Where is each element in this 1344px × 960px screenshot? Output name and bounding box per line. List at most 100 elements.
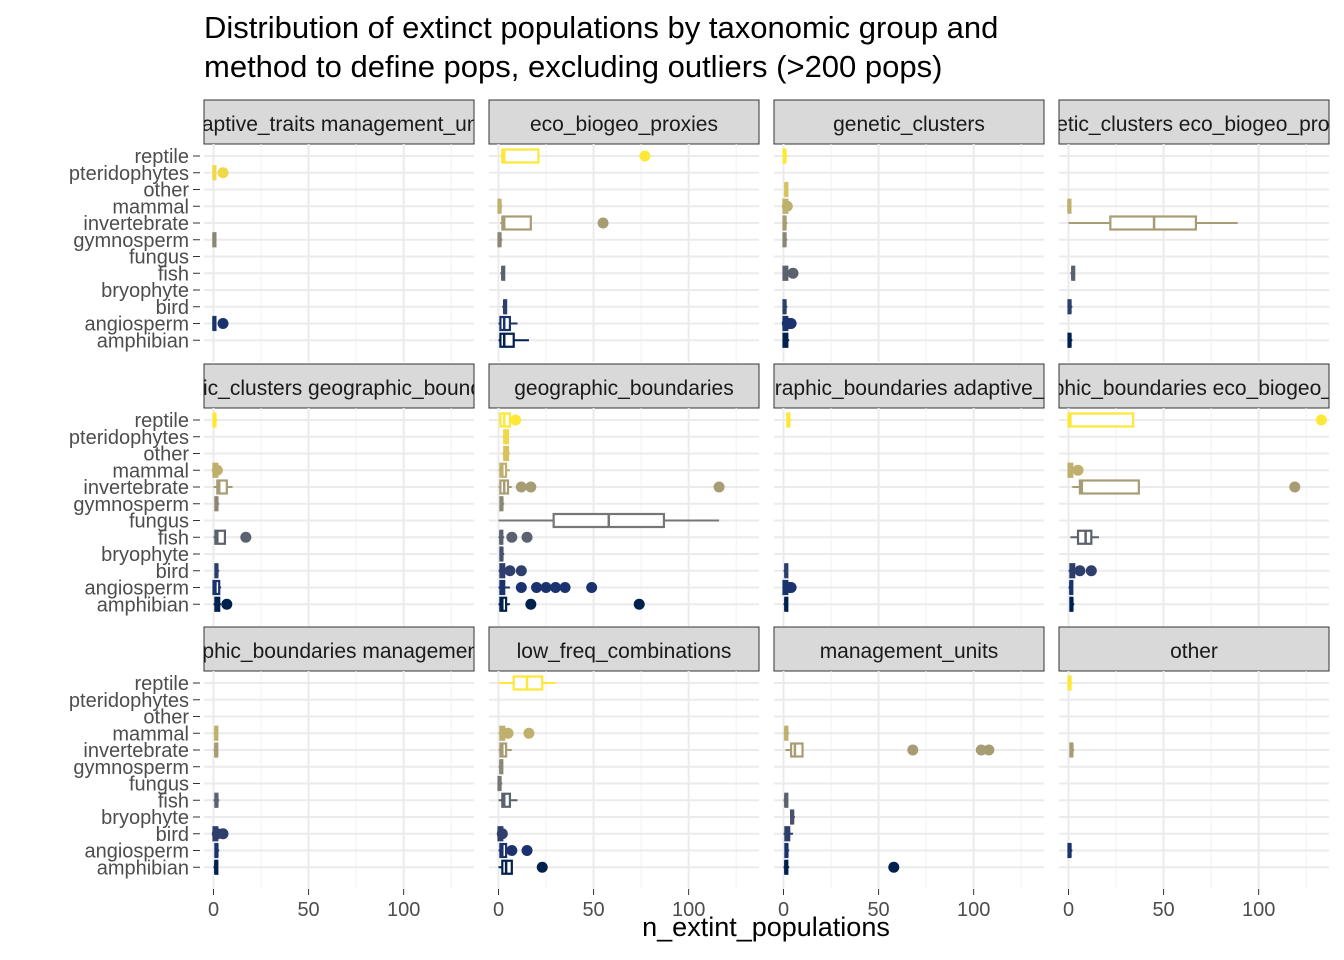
x-tick-label: 50 <box>867 899 889 921</box>
y-tick-label: fungus <box>129 511 189 533</box>
outlier-point <box>504 565 516 577</box>
box-bird <box>498 563 527 579</box>
box-invertebrate <box>1068 215 1238 231</box>
box-fungus <box>497 775 503 792</box>
x-tick-label: 100 <box>672 899 705 921</box>
y-tick-label: gymnosperm <box>73 230 189 252</box>
box-amphibian <box>213 596 233 612</box>
outlier-point <box>586 582 598 593</box>
box-bird <box>502 299 508 315</box>
box-angiosperm <box>782 579 797 596</box>
y-tick-label: bryophyte <box>101 280 189 302</box>
box-invertebrate <box>213 742 219 758</box>
box-bird <box>782 299 788 315</box>
x-tick-label: 100 <box>957 899 990 921</box>
y-tick-label: reptile <box>135 146 189 168</box>
box-reptile <box>498 675 556 691</box>
box-fish <box>213 529 252 545</box>
box-mammal <box>1067 198 1072 214</box>
box-reptile <box>498 412 522 428</box>
box-other <box>502 445 510 462</box>
box-pteridophytes <box>212 165 229 181</box>
y-tick-label: gymnosperm <box>73 757 189 779</box>
box-fish <box>213 792 220 808</box>
facet-strip-label: eco_biogeo_proxies <box>530 113 718 136</box>
outlier-point <box>506 845 518 856</box>
outlier-point <box>211 464 223 476</box>
facet-strip <box>203 99 475 145</box>
outlier-point <box>521 531 533 543</box>
outlier-point <box>506 531 518 543</box>
outlier-point <box>1289 481 1301 493</box>
box-mammal <box>498 725 535 741</box>
box-invertebrate <box>213 479 233 495</box>
facet-strip-label: adaptive_traits management_units <box>178 113 499 136</box>
outlier-point <box>781 200 793 212</box>
box-reptile <box>500 148 651 164</box>
box-amphibian <box>213 859 219 875</box>
box-reptile <box>1067 675 1073 691</box>
y-tick-label: gymnosperm <box>73 494 189 516</box>
facet-panel: geographic_boundaries eco_biogeo_proxies <box>1058 363 1330 626</box>
box-bird <box>783 563 789 579</box>
box-fish <box>1070 529 1099 545</box>
box-angiosperm <box>498 315 518 332</box>
box-fish <box>1070 265 1076 281</box>
outlier-point <box>536 861 548 873</box>
chart-title-line-2: method to define pops, excluding outlier… <box>204 49 943 84</box>
box-invertebrate <box>1072 479 1301 495</box>
box-bird <box>1068 563 1097 579</box>
outlier-point <box>525 481 537 493</box>
facet-strip <box>203 363 475 409</box>
facet-strip <box>773 363 1045 409</box>
outlier-point <box>785 318 797 329</box>
outlier-point <box>496 828 508 840</box>
facet-strip <box>773 626 1045 672</box>
box-fish <box>500 265 506 281</box>
box-mammal <box>498 462 510 478</box>
y-tick-label: pteridophytes <box>69 690 189 712</box>
y-tick-label: reptile <box>135 673 189 695</box>
box-angiosperm <box>214 842 220 859</box>
box-gymnosperm <box>499 496 505 512</box>
box-angiosperm <box>781 315 797 332</box>
box-invertebrate <box>498 742 512 758</box>
box-amphibian <box>783 596 789 612</box>
y-tick-label: other <box>143 444 189 466</box>
box-invertebrate <box>500 215 609 231</box>
facet-panel: other 0 50 100 <box>1058 626 1330 921</box>
y-tick-label: fungus <box>129 774 189 796</box>
y-tick-label: other <box>143 707 189 729</box>
box-amphibian <box>782 332 790 348</box>
x-tick-label: 50 <box>1152 899 1174 921</box>
x-tick-label: 0 <box>778 899 789 921</box>
box-fungus <box>498 512 720 529</box>
y-tick-label: angiosperm <box>84 578 189 600</box>
outlier-point <box>597 217 609 229</box>
facet-strip <box>488 99 760 145</box>
facet-strip-label: genetic_clusters geographic_boundaries <box>150 377 527 400</box>
facet-panel: geographic_boundaries adaptive_traits <box>773 363 1045 626</box>
box-mammal <box>497 198 503 214</box>
facet-strip <box>488 363 760 409</box>
box-fish <box>498 792 518 808</box>
box-reptile <box>212 412 218 428</box>
outlier-point <box>217 318 229 329</box>
outlier-point <box>521 845 533 856</box>
outlier-point <box>502 727 514 739</box>
facet-strip <box>773 99 1045 145</box>
outlier-point <box>785 582 797 593</box>
outlier-point <box>888 861 900 873</box>
outlier-point <box>1072 464 1084 476</box>
y-tick-label: reptile <box>135 410 189 432</box>
y-tick-label: other <box>143 180 189 202</box>
y-tick-label: amphibian <box>97 330 189 352</box>
y-tick-label: invertebrate <box>83 740 189 762</box>
x-tick-label: 0 <box>1063 899 1074 921</box>
box-gymnosperm <box>498 759 504 775</box>
box-mammal <box>783 725 790 741</box>
facet-panel: geographic_boundaries management_units 0 5… <box>203 626 475 921</box>
outlier-point <box>907 744 919 756</box>
box-other <box>784 181 789 198</box>
